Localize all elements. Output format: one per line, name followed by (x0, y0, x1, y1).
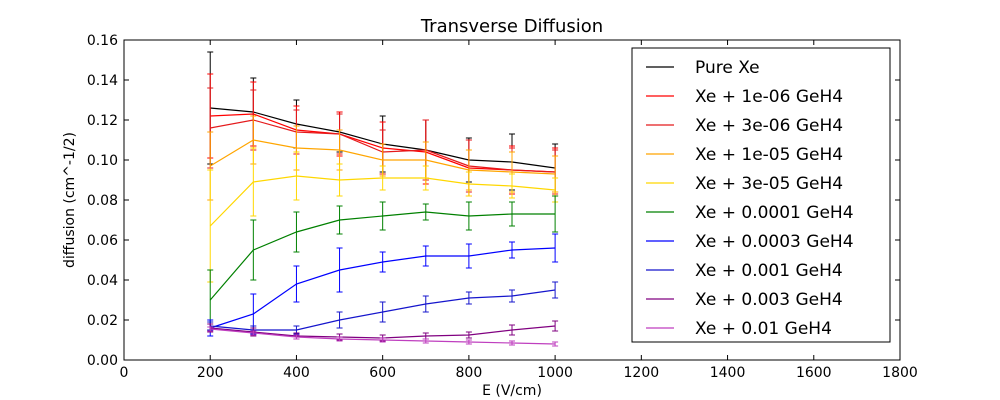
series-9 (207, 326, 559, 347)
y-tick-label: 0.02 (87, 313, 118, 329)
x-tick-label: 1000 (537, 365, 573, 381)
legend-label: Xe + 0.0001 GeH4 (695, 203, 854, 223)
x-tick-label: 200 (197, 365, 224, 381)
legend-label: Xe + 1e-06 GeH4 (695, 87, 843, 107)
y-tick-label: 0.04 (87, 273, 118, 289)
series-line (209, 139, 556, 175)
series-line (210, 289, 556, 331)
series-4 (207, 147, 559, 283)
x-tick-label: 600 (369, 365, 396, 381)
x-tick-label: 1600 (796, 365, 832, 381)
legend-label: Xe + 0.001 GeH4 (695, 261, 843, 281)
y-tick-label: 0.14 (87, 73, 118, 89)
x-tick-label: 800 (456, 365, 483, 381)
legend-label: Xe + 0.01 GeH4 (695, 319, 832, 339)
series-line (210, 328, 556, 345)
y-tick-label: 0.08 (87, 193, 118, 209)
axis-ticks: 0 200 400 600 800 1000 1200 1400 1600 1800 0.00 0.0… (87, 33, 918, 381)
legend-label: Xe + 0.003 GeH4 (695, 290, 843, 310)
x-tick-label: 400 (283, 365, 310, 381)
series-line (209, 211, 556, 301)
series-line (210, 247, 556, 329)
y-tick-label: 0.10 (87, 153, 118, 169)
y-tick-label: 0.16 (87, 33, 118, 49)
y-tick-label: 0.12 (87, 113, 118, 129)
x-tick-label: 1800 (882, 365, 918, 381)
legend-label: Xe + 1e-05 GeH4 (695, 145, 843, 165)
series-7 (207, 281, 559, 335)
legend-label: Xe + 0.0003 GeH4 (695, 232, 854, 252)
legend-box (631, 47, 891, 343)
y-tick-label: 0.06 (87, 233, 118, 249)
y-axis-label: diffusion (cm^-1/2) (62, 132, 78, 268)
legend-label: Xe + 3e-05 GeH4 (695, 174, 843, 194)
x-tick-label: 1400 (710, 365, 746, 381)
legend: Pure Xe Xe + 1e-06 GeH4 Xe + 3e-06 GeH4 Xe … (631, 47, 891, 343)
legend-label: Xe + 3e-06 GeH4 (695, 116, 843, 136)
x-tick-label: 1200 (624, 365, 660, 381)
x-tick-label: 0 (120, 365, 129, 381)
series-5 (207, 195, 559, 331)
legend-label: Pure Xe (695, 58, 760, 78)
chart-title: Transverse Diffusion (420, 16, 603, 37)
series-line (209, 175, 556, 227)
x-axis-label: E (V/cm) (482, 383, 542, 399)
plot-frame (123, 39, 901, 361)
series-6 (207, 233, 559, 337)
y-tick-label: 0.00 (87, 353, 118, 369)
plot-area (207, 51, 559, 347)
